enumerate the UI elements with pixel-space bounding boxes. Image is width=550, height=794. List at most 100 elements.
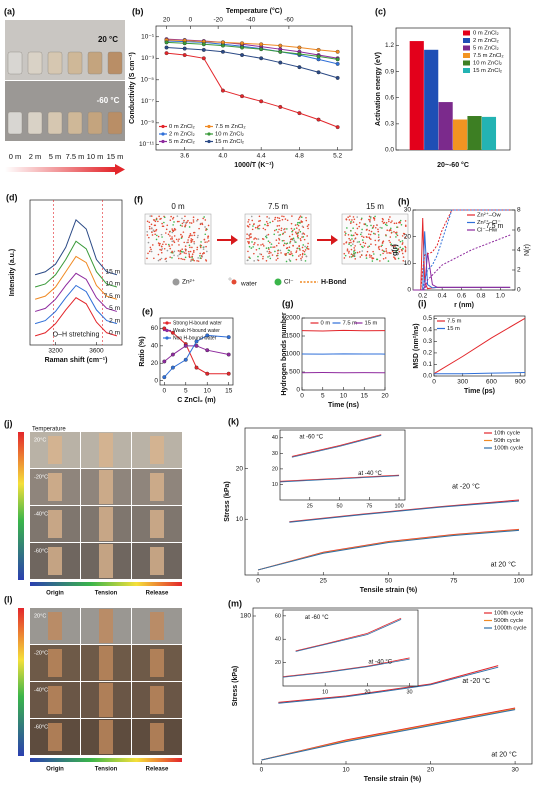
atom (267, 247, 270, 249)
atom (295, 231, 297, 233)
temp-label: -60 °C (97, 96, 120, 105)
atom (163, 240, 165, 243)
marker (170, 330, 175, 335)
x-tick-label: 4.0 (218, 153, 227, 160)
atom (182, 258, 184, 261)
atom (384, 257, 387, 259)
x-tick-label: 600 (486, 379, 497, 386)
atom (290, 227, 293, 230)
atom (276, 257, 279, 260)
atom (158, 243, 161, 245)
atom (373, 232, 375, 235)
atom (307, 242, 309, 245)
scale-title: Temperature (32, 427, 66, 433)
atom (364, 223, 367, 225)
atom (248, 256, 250, 258)
atom (344, 231, 346, 233)
y-tick-label: 1000 (286, 351, 301, 358)
atom (386, 252, 388, 254)
atom (249, 257, 251, 259)
atom (303, 238, 306, 241)
atom (151, 234, 154, 236)
atom (404, 236, 407, 239)
atom (173, 221, 175, 223)
atom (363, 223, 365, 225)
atom (301, 221, 304, 223)
atom (182, 231, 185, 233)
atom (348, 250, 350, 253)
marker (278, 105, 283, 109)
marker (278, 49, 283, 54)
atom (171, 251, 173, 254)
atom (286, 242, 289, 245)
sample (7, 51, 23, 75)
atom (172, 218, 174, 220)
series-line (34, 297, 118, 337)
atom (352, 216, 355, 218)
atom (283, 244, 285, 247)
atom (393, 256, 395, 258)
atom (207, 237, 209, 239)
atom (201, 253, 204, 255)
sample (48, 723, 62, 751)
atom (395, 250, 398, 253)
atom (299, 215, 302, 217)
x-tick-label: 10 (322, 689, 328, 695)
atom (370, 230, 373, 233)
sample (47, 111, 63, 135)
legend-label: 2 m ZnCl₂ (473, 38, 499, 44)
atom (344, 234, 347, 236)
marker (259, 47, 264, 52)
atom (169, 219, 172, 222)
atom (374, 226, 377, 229)
atom (369, 256, 371, 258)
atom (157, 220, 159, 223)
y-tick-label: 10⁻⁵ (141, 77, 155, 84)
atom (356, 216, 359, 218)
legend-swatch (463, 53, 470, 58)
series-line (291, 434, 382, 457)
atom (368, 233, 370, 235)
atom (262, 243, 264, 246)
atom (283, 215, 285, 218)
atom (264, 235, 267, 238)
y-tick-label: 500 (289, 369, 300, 376)
atom (264, 228, 267, 231)
atom (392, 245, 395, 248)
temp-label: 20°C (34, 437, 46, 443)
atom (178, 253, 181, 256)
marker (220, 49, 225, 54)
x-axis-label: r (nm) (454, 302, 474, 309)
annotation: at 20 °C (491, 750, 516, 758)
atom (250, 215, 253, 218)
curve-label: 5 m (109, 305, 120, 312)
atom (298, 247, 301, 250)
atom (177, 255, 179, 257)
atom (167, 243, 170, 246)
atom (276, 225, 279, 227)
curve-label: 10 m (106, 281, 120, 288)
atom (277, 231, 279, 233)
atom (165, 257, 167, 260)
atom (349, 222, 352, 224)
atom (177, 250, 180, 252)
atom (259, 253, 261, 255)
atom (381, 241, 384, 243)
legend-label: 5 m ZnCl₂ (473, 46, 499, 52)
atom (157, 259, 160, 262)
legend-label: 500th cycle (494, 618, 523, 624)
panel-label: (l) (4, 594, 13, 604)
atom (368, 229, 371, 232)
atom (366, 224, 368, 227)
atom (248, 237, 250, 240)
panel-label: (g) (282, 298, 294, 308)
legend-text: Zn²⁺ (182, 279, 196, 286)
atom (181, 248, 183, 251)
atom (248, 218, 250, 221)
atom (148, 250, 151, 253)
atom (184, 248, 187, 250)
color-bar (18, 432, 24, 580)
atom (158, 244, 161, 247)
atom (206, 241, 208, 243)
atom (291, 238, 293, 240)
